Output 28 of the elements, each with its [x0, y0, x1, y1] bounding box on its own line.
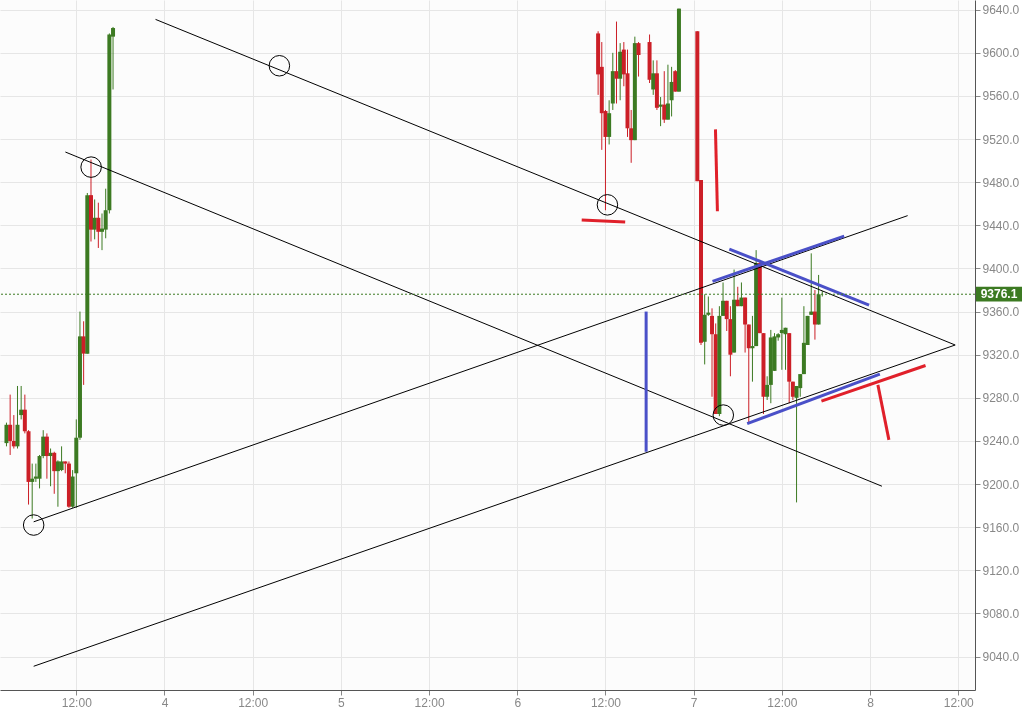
x-tick-label: 12:00	[238, 695, 269, 710]
x-tick-label: 12:00	[414, 695, 445, 710]
y-tick-label: 9400.0	[982, 261, 1020, 276]
y-tick-label: 9320.0	[982, 348, 1020, 363]
x-tick-label: 8	[867, 695, 875, 710]
y-tick-label: 9560.0	[982, 89, 1020, 104]
y-tick-label: 9080.0	[982, 606, 1020, 621]
x-tick-label: 12:00	[61, 695, 93, 710]
y-tick-label: 9480.0	[982, 175, 1020, 190]
x-tick-label: 5	[338, 695, 346, 710]
y-tick-label: 9040.0	[982, 650, 1020, 665]
y-tick-label: 9160.0	[982, 520, 1020, 535]
y-tick-label: 9640.0	[982, 3, 1020, 18]
y-tick-label: 9600.0	[982, 46, 1020, 61]
y-tick-label: 9200.0	[982, 477, 1020, 492]
y-tick-label: 9120.0	[982, 563, 1020, 578]
y-tick-label: 9440.0	[982, 218, 1020, 233]
x-tick-label: 4	[161, 695, 169, 710]
y-tick-label: 9360.0	[982, 305, 1020, 320]
y-tick-label: 9280.0	[982, 391, 1020, 406]
x-tick-label: 12:00	[590, 695, 622, 710]
x-tick-label: 12:00	[943, 695, 975, 710]
y-tick-label: 9240.0	[982, 434, 1020, 449]
x-tick-label: 6	[514, 695, 522, 710]
ref-line-label: 9376.1	[980, 287, 1018, 302]
x-tick-label: 7	[690, 695, 698, 710]
x-tick-label: 12:00	[767, 695, 798, 710]
y-tick-label: 9520.0	[982, 132, 1020, 147]
